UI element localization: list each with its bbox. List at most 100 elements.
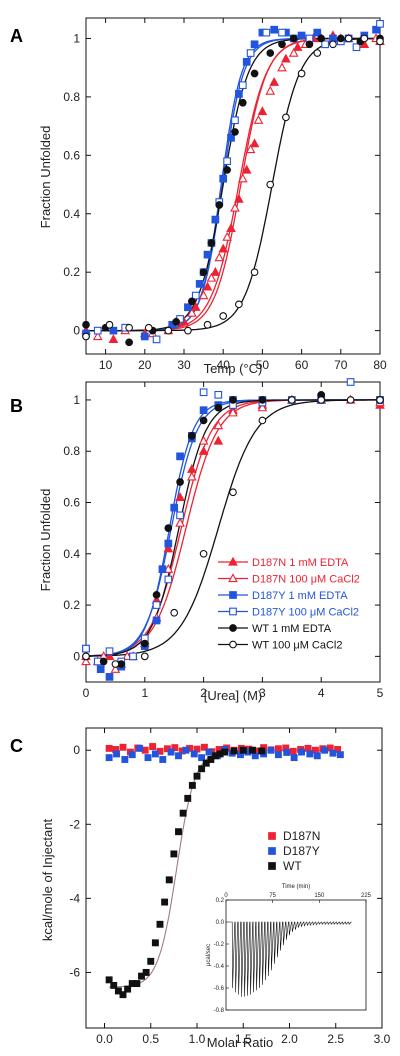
panel-a-x-tick-label: 70 [334, 358, 348, 372]
panel-b-data-point-s3 [105, 647, 114, 656]
inset-y-tick-label: -0.4 [214, 964, 225, 970]
panel-c-data-point-s2 [193, 772, 201, 780]
panel-c-markers [105, 743, 344, 999]
panel-a-data-point-s3 [262, 28, 271, 37]
panel-c-data-point-s2 [114, 987, 122, 995]
panel-b-data-point-s1 [187, 471, 197, 481]
panel-a-data-point-s1 [187, 307, 197, 317]
panel-b-data-point-s0 [163, 543, 174, 553]
panel-b-data-point-s4 [258, 396, 267, 404]
panel-a-data-point-s1 [237, 173, 248, 183]
panel-c-data-point-s1 [105, 754, 113, 762]
panel-b-data-point-s1 [257, 402, 268, 412]
panel-b-data-point-s5 [170, 608, 179, 617]
panel-a-data-point-s4 [289, 34, 298, 43]
panel-b-x-axis-label: [Urea] (M) [204, 688, 263, 703]
panel-b-data-point-s3 [164, 575, 173, 584]
panel-c-data-point-s2 [156, 920, 164, 928]
panel-a-data-point-s5 [376, 37, 384, 46]
panel-c-data-point-s0 [274, 745, 282, 753]
panel-a-fit-curve-1 [86, 37, 380, 332]
panel-b-data-point-s2 [199, 406, 208, 415]
panel-c-data-point-s1 [136, 744, 144, 752]
panel-c-data-point-s2 [179, 809, 187, 817]
panel-b-legend-marker [229, 591, 237, 599]
panel-a-x-tick-label: 50 [256, 358, 270, 372]
panel-c-data-point-s2 [188, 781, 196, 789]
panel-a-data-point-s5 [250, 268, 259, 277]
panel-b-data-point-s5 [82, 652, 90, 661]
panel-a-fit-curves [86, 37, 380, 332]
panel-c-data-point-s2 [147, 957, 155, 965]
panel-b-data-point-s2 [152, 616, 161, 625]
panel-b-data-point-s0 [213, 435, 224, 445]
panel-a-data-point-s3 [238, 81, 247, 90]
panel-c-x-tick-label: 3.0 [374, 1032, 391, 1046]
panel-a-data-point-s5 [184, 326, 192, 335]
panel-c-legend-label: WT [283, 859, 302, 873]
panel-b-x-tick-label: 5 [377, 686, 384, 700]
panel-b-x-tick-label: 2 [200, 686, 207, 700]
panel-a-data-point-s0 [190, 301, 201, 311]
panel-a-data-point-s5 [125, 323, 133, 332]
panel-c-data-point-s0 [105, 744, 113, 752]
panel-c-legend-marker [268, 832, 276, 840]
panel-c-data-point-s1 [121, 756, 129, 763]
panel-a-data-point-s0 [226, 223, 236, 233]
panel-a-data-point-s5 [297, 69, 306, 78]
inset-y-tick-label: -0.2 [214, 942, 225, 948]
inset-frame [225, 899, 367, 1011]
inset-y-tick-label: -0.8 [214, 1008, 225, 1014]
panel-b-y-tick-label: 0.6 [63, 496, 80, 510]
panel-a-y-tick-label: 1 [73, 31, 80, 45]
panel-a-data-point-s1 [222, 231, 232, 241]
panel-a-y-tick-label: 0.4 [63, 207, 80, 221]
panel-a-data-point-s2 [270, 25, 279, 34]
panel-c-data-point-s2 [184, 794, 192, 802]
panel-b-y-tick-label: 0.8 [63, 444, 80, 458]
panel-a-x-tick-label: 20 [138, 358, 152, 372]
panel-a-x-tick-label: 10 [99, 358, 113, 372]
panel-b-data-point-s2 [170, 503, 179, 512]
panel-b-data-point-s4 [214, 403, 223, 412]
inset-x-tick-label: 75 [269, 893, 276, 899]
panel-c-data-point-s0 [304, 744, 312, 752]
panel-b-data-point-s4 [140, 639, 149, 648]
panel-c-data-point-s2 [105, 976, 113, 984]
panel-a-data-point-s3 [191, 291, 200, 300]
panel-c-data-point-s1 [205, 748, 213, 756]
panel-c-data-point-s2 [258, 747, 266, 755]
panel-c-legend-label: D187Y [283, 844, 320, 858]
panel-a-data-point-s3 [93, 326, 102, 335]
panel-b-x-tick-label: 0 [83, 686, 90, 700]
panel-a-data-point-s3 [376, 19, 384, 28]
panel-a-data-point-s5 [313, 49, 322, 57]
panel-c-data-point-s2 [221, 748, 229, 756]
panel-c-x-tick-label: 2.5 [327, 1032, 344, 1046]
panel-b-data-point-s2 [164, 539, 173, 548]
panel-c-data-point-s2 [165, 876, 173, 884]
panel-c-data-point-s1 [190, 750, 198, 758]
panel-a-ticks: 10 20 30 40 50 60 70 80 0 0.2 0.4 0.6 0.8 1 [63, 18, 387, 372]
panel-b-data-point-s5 [287, 396, 296, 404]
panel-a-data-point-s5 [164, 326, 173, 335]
panel-a-data-point-s4 [278, 40, 286, 49]
panel-c-x-tick-label: 2.0 [281, 1032, 298, 1046]
panel-a-data-point-s1 [253, 115, 264, 124]
panel-a: A 10 20 30 40 50 60 70 80 0 0.2 0.4 0.6 0.8 1 Temp (°… [10, 17, 387, 376]
panel-c-data-point-s2 [151, 939, 159, 947]
panel-c-data-point-s2 [230, 747, 238, 755]
panel-c-data-point-s1 [313, 752, 321, 760]
panel-b-data-point-s5 [140, 652, 149, 661]
panel-a-fit-curve-2 [86, 37, 380, 332]
panel-a-data-point-s5 [266, 180, 275, 189]
panel-b-x-tick-label: 3 [259, 686, 266, 700]
panel-b-data-point-s5 [111, 660, 120, 668]
panel-c-data-point-s0 [171, 744, 179, 752]
panel-a-data-point-s2 [219, 174, 228, 183]
panel-a-data-point-s5 [144, 323, 153, 332]
panel-a-fit-curve-0 [86, 37, 380, 332]
panel-b-x-tick-label: 1 [141, 686, 148, 700]
panel-a-data-point-s4 [266, 49, 275, 57]
panel-c-x-axis-label: Molar Ratio [207, 1035, 273, 1050]
